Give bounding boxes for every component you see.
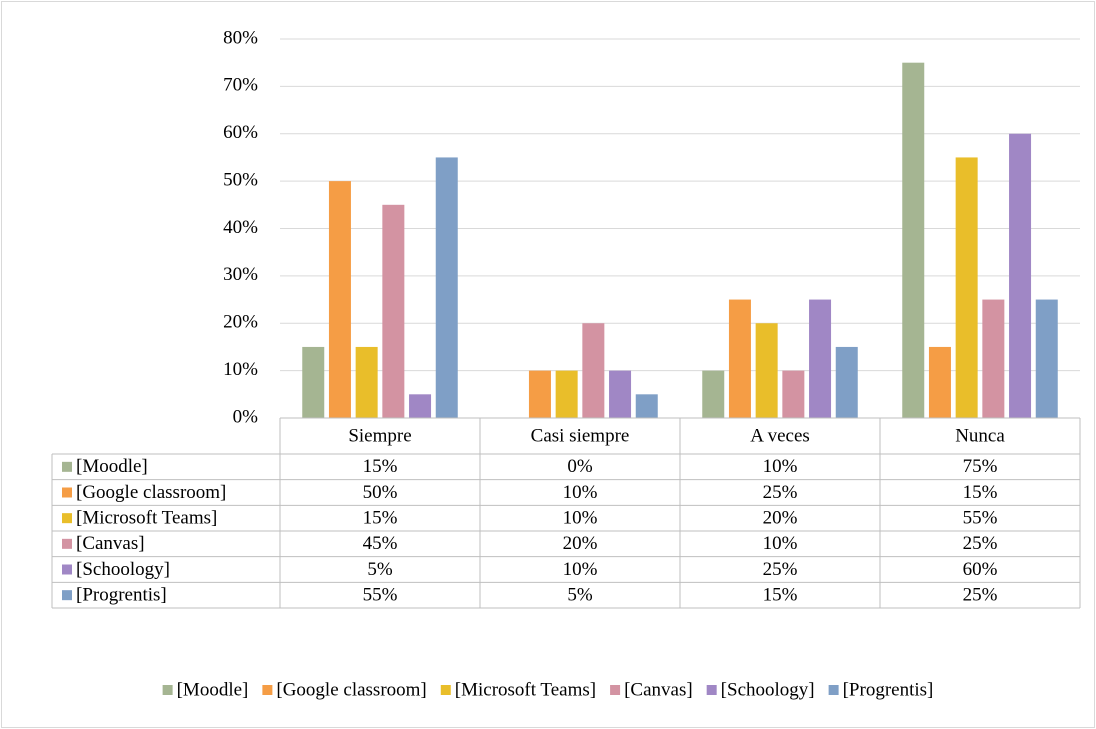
legend-key xyxy=(62,513,72,524)
table-cell: 55% xyxy=(963,508,998,529)
bar xyxy=(902,62,925,418)
bar xyxy=(328,181,351,418)
bar xyxy=(728,299,751,418)
table-cell: 10% xyxy=(563,559,598,580)
bar xyxy=(409,394,432,418)
table-cell: 10% xyxy=(563,508,598,529)
bar xyxy=(555,370,578,418)
bar xyxy=(928,346,951,418)
row-label: [Google classroom] xyxy=(76,482,226,503)
legend-label: [Microsoft Teams] xyxy=(455,679,596,700)
table-cell: 15% xyxy=(963,482,998,503)
table-cell: 45% xyxy=(363,533,398,554)
table-cell: 50% xyxy=(363,482,398,503)
bar xyxy=(582,323,605,418)
legend-key xyxy=(440,685,451,695)
table-cell: 25% xyxy=(763,559,798,580)
bar xyxy=(955,157,978,418)
bar xyxy=(809,299,832,418)
row-label: [Moodle] xyxy=(76,456,148,477)
table-cell: 25% xyxy=(963,533,998,554)
legend-label: [Progrentis] xyxy=(843,679,934,700)
table-cell: 10% xyxy=(563,482,598,503)
legend-label: [Canvas] xyxy=(624,679,693,700)
table-cell: 20% xyxy=(563,533,598,554)
legend-key xyxy=(62,487,72,498)
table-cell: 15% xyxy=(363,508,398,529)
y-tick-label: 80% xyxy=(223,27,258,48)
bar xyxy=(835,346,858,418)
legend-key xyxy=(706,685,717,695)
legend-key xyxy=(62,461,72,472)
table-cell: 25% xyxy=(963,585,998,606)
bar xyxy=(528,370,551,418)
bar xyxy=(302,346,325,418)
legend-key xyxy=(162,685,173,695)
row-label: [Canvas] xyxy=(76,533,145,554)
table-cell: 25% xyxy=(763,482,798,503)
y-tick-label: 30% xyxy=(223,264,258,285)
legend-label: [Google classroom] xyxy=(276,679,426,700)
x-tick-label: Nunca xyxy=(955,425,1005,446)
bar xyxy=(382,204,405,418)
bar xyxy=(755,323,778,418)
legend-key xyxy=(62,564,72,575)
bar xyxy=(635,394,658,418)
table-cell: 20% xyxy=(763,508,798,529)
bar xyxy=(355,346,378,418)
table-cell: 10% xyxy=(763,533,798,554)
y-tick-label: 40% xyxy=(223,217,258,238)
legend-key xyxy=(610,685,621,695)
legend-key xyxy=(828,685,839,695)
x-tick-label: A veces xyxy=(750,425,810,446)
table-cell: 15% xyxy=(363,456,398,477)
row-label: [Progrentis] xyxy=(76,585,167,606)
table-cell: 60% xyxy=(963,559,998,580)
bar xyxy=(609,370,632,418)
bar xyxy=(982,299,1005,418)
table-cell: 10% xyxy=(763,456,798,477)
bar xyxy=(702,370,725,418)
y-tick-label: 10% xyxy=(223,359,258,380)
table-cell: 0% xyxy=(567,456,593,477)
x-tick-label: Siempre xyxy=(348,425,411,446)
legend-label: [Schoology] xyxy=(721,679,815,700)
legend-key xyxy=(62,590,72,601)
table-cell: 5% xyxy=(567,585,593,606)
y-tick-label: 50% xyxy=(223,169,258,190)
table-cell: 55% xyxy=(363,585,398,606)
row-label: [Schoology] xyxy=(76,559,170,580)
bar xyxy=(1035,299,1058,418)
table-cell: 75% xyxy=(963,456,998,477)
row-label: [Microsoft Teams] xyxy=(76,508,217,529)
y-tick-label: 20% xyxy=(223,312,258,333)
legend-key xyxy=(262,685,273,695)
legend-label: [Moodle] xyxy=(177,679,249,700)
bar xyxy=(1009,133,1032,418)
y-tick-label: 0% xyxy=(233,406,259,427)
y-tick-label: 60% xyxy=(223,122,258,143)
legend-key xyxy=(62,538,72,549)
y-tick-label: 70% xyxy=(223,75,258,96)
table-cell: 15% xyxy=(763,585,798,606)
bar xyxy=(782,370,805,418)
x-tick-label: Casi siempre xyxy=(531,425,630,446)
table-cell: 5% xyxy=(367,559,393,580)
bar xyxy=(435,157,458,418)
